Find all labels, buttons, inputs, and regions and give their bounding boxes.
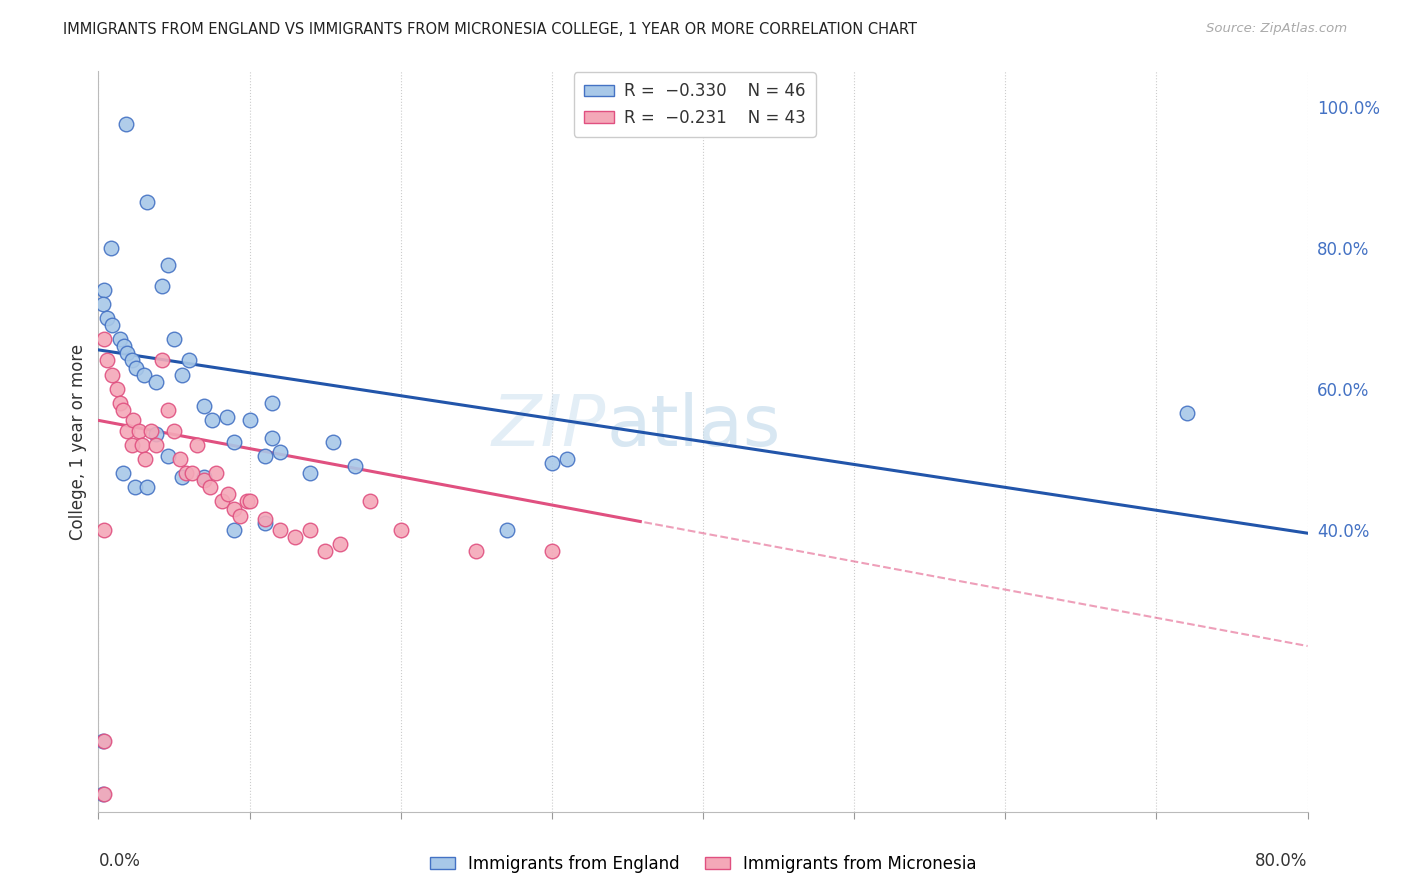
Point xyxy=(193,399,215,413)
Point xyxy=(134,452,156,467)
Point xyxy=(215,409,238,424)
Point xyxy=(93,283,115,297)
Point xyxy=(131,438,153,452)
Point xyxy=(262,396,284,410)
Point xyxy=(163,424,186,438)
Point xyxy=(314,544,336,558)
Point xyxy=(495,523,517,537)
Point xyxy=(253,449,276,463)
Point xyxy=(299,467,322,481)
Point xyxy=(121,353,143,368)
Point xyxy=(145,438,167,452)
Point xyxy=(93,332,115,346)
Text: 0.0%: 0.0% xyxy=(98,853,141,871)
Point xyxy=(93,787,115,801)
Point xyxy=(132,368,155,382)
Point xyxy=(93,734,115,748)
Point xyxy=(1175,406,1198,420)
Text: atlas: atlas xyxy=(606,392,780,461)
Point xyxy=(125,360,148,375)
Text: Source: ZipAtlas.com: Source: ZipAtlas.com xyxy=(1206,22,1347,36)
Point xyxy=(284,530,307,544)
Point xyxy=(262,431,284,445)
Point xyxy=(91,734,114,748)
Point xyxy=(108,332,131,346)
Point xyxy=(114,117,136,131)
Point xyxy=(145,375,167,389)
Text: IMMIGRANTS FROM ENGLAND VS IMMIGRANTS FROM MICRONESIA COLLEGE, 1 YEAR OR MORE CO: IMMIGRANTS FROM ENGLAND VS IMMIGRANTS FR… xyxy=(63,22,917,37)
Point xyxy=(156,402,179,417)
Point xyxy=(269,523,291,537)
Point xyxy=(329,537,352,551)
Point xyxy=(135,480,157,494)
Point xyxy=(115,424,138,438)
Point xyxy=(555,452,578,467)
Point xyxy=(181,467,204,481)
Point xyxy=(91,297,114,311)
Point xyxy=(170,368,193,382)
Point xyxy=(224,501,246,516)
Point xyxy=(121,438,143,452)
Point xyxy=(540,544,562,558)
Point xyxy=(105,382,128,396)
Point xyxy=(101,368,124,382)
Point xyxy=(179,353,201,368)
Point xyxy=(193,473,215,487)
Point xyxy=(299,523,322,537)
Point xyxy=(235,494,257,508)
Point xyxy=(115,346,138,360)
Point xyxy=(201,413,224,427)
Point xyxy=(205,467,228,481)
Point xyxy=(465,544,488,558)
Point xyxy=(112,339,135,353)
Point xyxy=(389,523,412,537)
Point xyxy=(111,467,134,481)
Point xyxy=(135,194,157,209)
Point xyxy=(108,396,131,410)
Point xyxy=(269,445,291,459)
Point xyxy=(150,279,173,293)
Point xyxy=(145,427,167,442)
Point xyxy=(211,494,233,508)
Point xyxy=(253,516,276,530)
Point xyxy=(229,508,252,523)
Point xyxy=(224,434,246,449)
Point xyxy=(239,413,262,427)
Point xyxy=(156,449,179,463)
Point xyxy=(150,353,173,368)
Point xyxy=(111,402,134,417)
Point xyxy=(169,452,191,467)
Text: 80.0%: 80.0% xyxy=(1256,853,1308,871)
Point xyxy=(101,318,124,333)
Point xyxy=(322,434,344,449)
Point xyxy=(344,459,367,474)
Point xyxy=(100,241,122,255)
Point xyxy=(193,470,215,484)
Point xyxy=(156,258,179,272)
Point xyxy=(122,413,145,427)
Point xyxy=(217,487,239,501)
Point xyxy=(124,480,146,494)
Point xyxy=(360,494,382,508)
Point xyxy=(141,424,163,438)
Point xyxy=(163,332,186,346)
Point xyxy=(186,438,208,452)
Point xyxy=(96,311,118,326)
Point xyxy=(224,523,246,537)
Point xyxy=(200,480,222,494)
Legend: Immigrants from England, Immigrants from Micronesia: Immigrants from England, Immigrants from… xyxy=(423,848,983,880)
Point xyxy=(239,494,262,508)
Point xyxy=(96,353,118,368)
Point xyxy=(540,456,562,470)
Point xyxy=(174,467,197,481)
Point xyxy=(170,470,193,484)
Point xyxy=(128,424,150,438)
Legend: R =  −0.330    N = 46, R =  −0.231    N = 43: R = −0.330 N = 46, R = −0.231 N = 43 xyxy=(574,72,815,136)
Point xyxy=(91,787,114,801)
Point xyxy=(253,512,276,526)
Text: ZIP: ZIP xyxy=(492,392,606,461)
Point xyxy=(93,523,115,537)
Y-axis label: College, 1 year or more: College, 1 year or more xyxy=(69,343,87,540)
